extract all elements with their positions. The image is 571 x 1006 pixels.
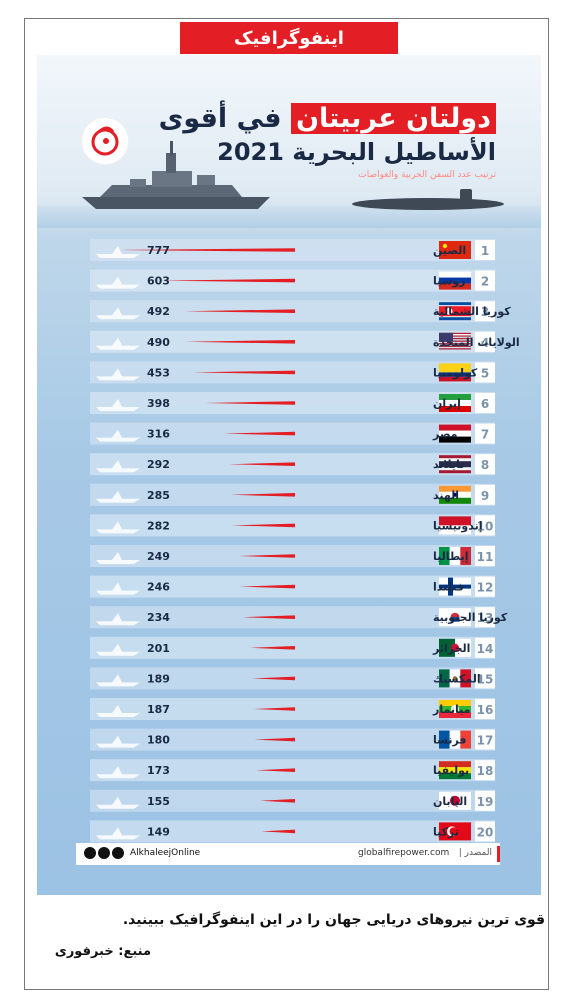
source-bar: AlkhaleejOnline globalfirepower.com المص…	[76, 843, 500, 865]
warship-icon	[82, 141, 270, 209]
source-site: globalfirepower.com	[358, 848, 450, 858]
twitter-icon[interactable]	[112, 847, 124, 859]
source-label: المصدر |	[458, 848, 492, 858]
chart-title-line-2: الأساطيل البحرية 2021	[217, 138, 496, 166]
social-handle: AlkhaleejOnline	[130, 848, 201, 858]
social-links: AlkhaleejOnline	[84, 847, 200, 859]
chart-title-line-1: دولتان عربيتان في أقوى	[159, 103, 496, 134]
infographic-tag: اینفوگرافیک	[180, 22, 398, 54]
source-accent-bar	[497, 846, 500, 862]
publisher-logo-icon	[82, 118, 128, 164]
submarine-icon	[352, 189, 504, 210]
instagram-icon[interactable]	[98, 847, 110, 859]
article-caption: قوی ترین نیروهای دریایی جهان را در این ا…	[122, 912, 545, 928]
title-highlight: دولتان عربيتان	[291, 103, 496, 134]
sea-strip	[37, 206, 541, 228]
title-rest: في أقوى	[158, 103, 282, 134]
chart-subtitle: ترتيب عدد السفن الحربية والغواصات	[358, 170, 496, 180]
article-source: منبع: خبرفوری	[54, 944, 151, 959]
facebook-icon[interactable]	[84, 847, 96, 859]
